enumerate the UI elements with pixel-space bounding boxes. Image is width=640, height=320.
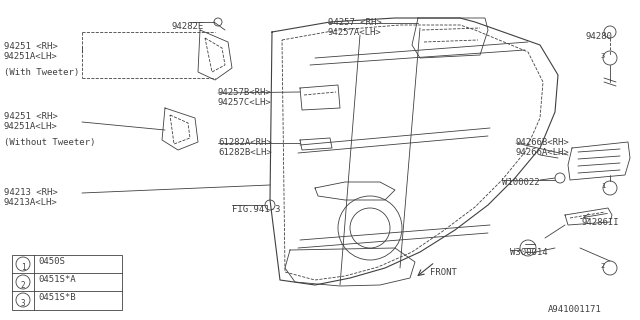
- Text: FIG.941-3: FIG.941-3: [232, 205, 280, 214]
- Text: (With Tweeter): (With Tweeter): [4, 68, 79, 77]
- Text: 2: 2: [601, 263, 605, 269]
- Text: 94251A<LH>: 94251A<LH>: [4, 52, 58, 61]
- Text: 1: 1: [601, 183, 605, 189]
- Text: 94257 <RH>: 94257 <RH>: [328, 18, 381, 27]
- Text: 94257A<LH>: 94257A<LH>: [328, 28, 381, 37]
- Text: 94251 <RH>: 94251 <RH>: [4, 42, 58, 51]
- Text: 0451S*B: 0451S*B: [38, 292, 76, 301]
- Text: W300014: W300014: [510, 248, 548, 257]
- Text: 94266A<LH>: 94266A<LH>: [516, 148, 570, 157]
- Text: 94251A<LH>: 94251A<LH>: [4, 122, 58, 131]
- Text: 3: 3: [20, 299, 26, 308]
- Text: 94266B<RH>: 94266B<RH>: [516, 138, 570, 147]
- Text: (Without Tweeter): (Without Tweeter): [4, 138, 95, 147]
- Text: 61282A<RH>: 61282A<RH>: [218, 138, 272, 147]
- Text: 0450S: 0450S: [38, 257, 65, 266]
- Bar: [12, 255, 122, 310]
- Text: 94282E: 94282E: [172, 22, 204, 31]
- Text: 3: 3: [601, 53, 605, 59]
- Text: FRONT: FRONT: [430, 268, 457, 277]
- Text: 94286II: 94286II: [582, 218, 620, 227]
- Text: 1: 1: [20, 262, 26, 271]
- Text: 94280: 94280: [585, 32, 612, 41]
- Text: 94257B<RH>: 94257B<RH>: [218, 88, 272, 97]
- Text: W100022: W100022: [502, 178, 540, 187]
- Text: 2: 2: [20, 281, 26, 290]
- Text: 61282B<LH>: 61282B<LH>: [218, 148, 272, 157]
- Text: 94251 <RH>: 94251 <RH>: [4, 112, 58, 121]
- Text: 94213 <RH>: 94213 <RH>: [4, 188, 58, 197]
- Text: A941001171: A941001171: [548, 305, 602, 314]
- Text: 94213A<LH>: 94213A<LH>: [4, 198, 58, 207]
- Text: 94257C<LH>: 94257C<LH>: [218, 98, 272, 107]
- Text: 0451S*A: 0451S*A: [38, 275, 76, 284]
